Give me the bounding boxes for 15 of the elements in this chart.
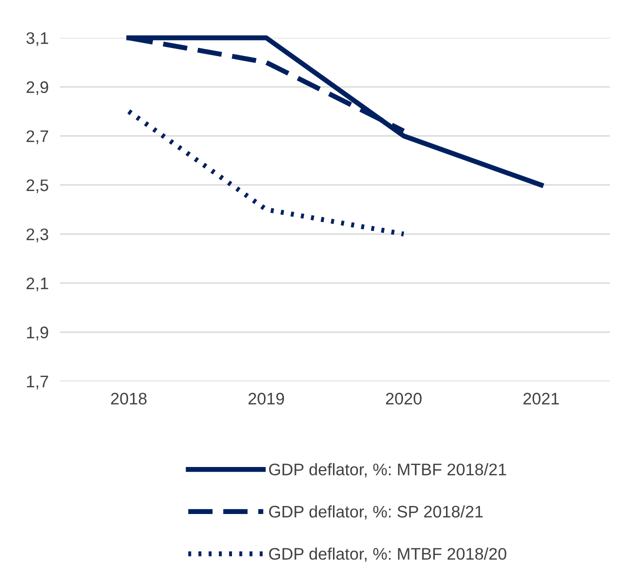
- y-tick-label: 3,1: [26, 32, 48, 46]
- y-tick-label: 2,3: [26, 228, 48, 242]
- y-tick-label: 2,9: [26, 81, 48, 96]
- y-tick-label: 1,9: [27, 326, 48, 340]
- y-tick-label: 2,1: [26, 278, 48, 292]
- x-tick-label: 2021: [523, 392, 559, 405]
- y-tick-label: 1,7: [27, 376, 48, 390]
- x-tick-label: 2020: [386, 392, 422, 405]
- legend-label: GDP deflator, %: SP 2018/21: [269, 505, 483, 520]
- legend-label: GDP deflator, %: MTBF 2018/20: [269, 548, 506, 562]
- legend-label: GDP deflator, %: MTBF 2018/21: [269, 463, 506, 478]
- x-tick-label: 2018: [111, 392, 147, 405]
- x-tick-label: 2019: [248, 392, 284, 405]
- y-tick-label: 2,7: [26, 130, 48, 144]
- y-tick-label: 2,5: [26, 179, 48, 194]
